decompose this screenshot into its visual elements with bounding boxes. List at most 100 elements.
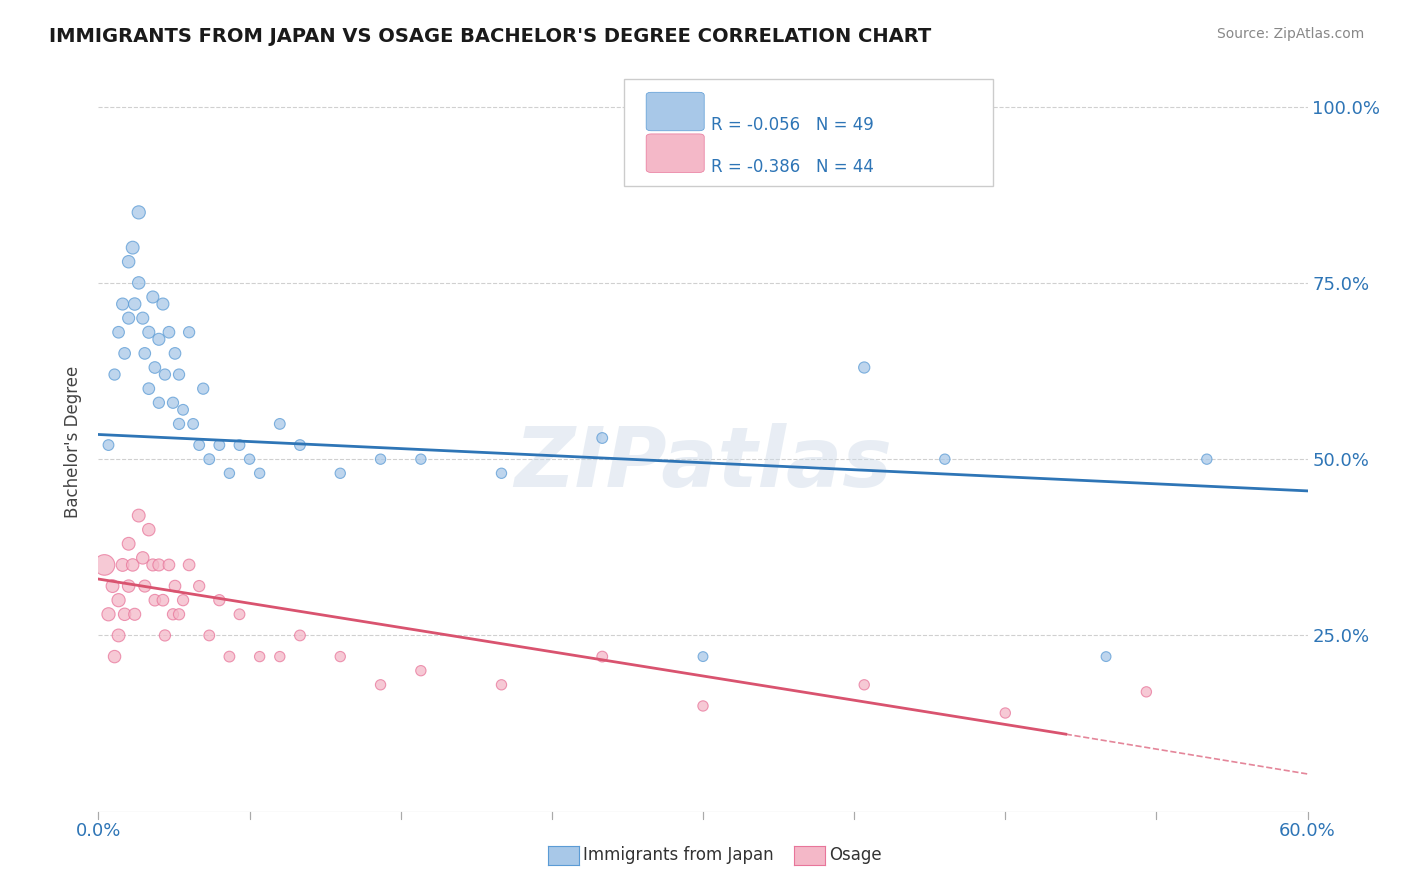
Point bbox=[121, 558, 143, 572]
Point bbox=[193, 382, 215, 396]
Point bbox=[118, 579, 141, 593]
Point bbox=[103, 368, 125, 382]
Point bbox=[249, 649, 271, 664]
Y-axis label: Bachelor's Degree: Bachelor's Degree bbox=[65, 366, 83, 517]
Point bbox=[153, 368, 176, 382]
Point bbox=[167, 417, 190, 431]
Point bbox=[128, 205, 150, 219]
Point bbox=[163, 346, 186, 360]
Point bbox=[1135, 685, 1157, 699]
Point bbox=[208, 438, 231, 452]
Point bbox=[97, 607, 120, 622]
Point bbox=[121, 241, 143, 255]
FancyBboxPatch shape bbox=[624, 78, 993, 186]
Point bbox=[370, 678, 392, 692]
Point bbox=[1095, 649, 1118, 664]
Point bbox=[152, 297, 174, 311]
Point bbox=[138, 523, 160, 537]
Point bbox=[167, 368, 190, 382]
Point bbox=[491, 467, 513, 481]
Point bbox=[198, 628, 221, 642]
Point bbox=[288, 438, 311, 452]
Point bbox=[181, 417, 204, 431]
Point bbox=[853, 678, 876, 692]
Point bbox=[111, 297, 134, 311]
Point bbox=[163, 579, 186, 593]
Point bbox=[591, 649, 613, 664]
Point bbox=[157, 325, 180, 339]
Point bbox=[107, 325, 129, 339]
Point bbox=[409, 452, 432, 467]
Point bbox=[128, 508, 150, 523]
Point bbox=[692, 698, 714, 713]
Point bbox=[128, 276, 150, 290]
Point bbox=[162, 607, 184, 622]
Point bbox=[179, 325, 201, 339]
Point bbox=[853, 360, 876, 375]
Point bbox=[107, 593, 129, 607]
Point bbox=[107, 628, 129, 642]
Point bbox=[370, 452, 392, 467]
Point bbox=[114, 607, 136, 622]
Point bbox=[409, 664, 432, 678]
Point bbox=[118, 311, 141, 326]
Point bbox=[994, 706, 1017, 720]
Point bbox=[188, 438, 211, 452]
Point bbox=[138, 382, 160, 396]
Text: R = -0.056   N = 49: R = -0.056 N = 49 bbox=[711, 117, 875, 135]
Point bbox=[167, 607, 190, 622]
Point bbox=[124, 607, 146, 622]
Point bbox=[172, 593, 194, 607]
Point bbox=[132, 311, 155, 326]
Point bbox=[239, 452, 262, 467]
Point bbox=[148, 558, 170, 572]
Point bbox=[218, 649, 240, 664]
Point bbox=[329, 649, 352, 664]
Point bbox=[143, 593, 166, 607]
FancyBboxPatch shape bbox=[647, 134, 704, 172]
Point bbox=[134, 346, 156, 360]
Point bbox=[142, 558, 165, 572]
Point bbox=[162, 396, 184, 410]
Point bbox=[148, 396, 170, 410]
Text: ZIPatlas: ZIPatlas bbox=[515, 423, 891, 504]
Text: R = -0.386   N = 44: R = -0.386 N = 44 bbox=[711, 158, 875, 176]
Point bbox=[179, 558, 201, 572]
Point bbox=[269, 649, 291, 664]
Point bbox=[934, 452, 956, 467]
Point bbox=[132, 550, 155, 565]
Point bbox=[118, 254, 141, 268]
Point bbox=[288, 628, 311, 642]
Point bbox=[134, 579, 156, 593]
Point bbox=[118, 537, 141, 551]
Point bbox=[491, 678, 513, 692]
Point bbox=[228, 607, 250, 622]
Point bbox=[172, 402, 194, 417]
Point bbox=[228, 438, 250, 452]
Point bbox=[93, 558, 115, 572]
Point bbox=[249, 467, 271, 481]
Point bbox=[142, 290, 165, 304]
Point bbox=[152, 593, 174, 607]
Point bbox=[591, 431, 613, 445]
Point bbox=[692, 649, 714, 664]
Point bbox=[157, 558, 180, 572]
Text: Osage: Osage bbox=[830, 847, 882, 864]
Point bbox=[111, 558, 134, 572]
Point bbox=[114, 346, 136, 360]
Point bbox=[143, 360, 166, 375]
Point bbox=[329, 467, 352, 481]
FancyBboxPatch shape bbox=[647, 92, 704, 131]
Point bbox=[101, 579, 124, 593]
Point bbox=[1195, 452, 1218, 467]
Point bbox=[148, 332, 170, 346]
Point bbox=[218, 467, 240, 481]
Point bbox=[208, 593, 231, 607]
Point bbox=[103, 649, 125, 664]
Point bbox=[138, 325, 160, 339]
Point bbox=[124, 297, 146, 311]
Point bbox=[188, 579, 211, 593]
Point bbox=[97, 438, 120, 452]
Text: Immigrants from Japan: Immigrants from Japan bbox=[583, 847, 775, 864]
Point bbox=[153, 628, 176, 642]
